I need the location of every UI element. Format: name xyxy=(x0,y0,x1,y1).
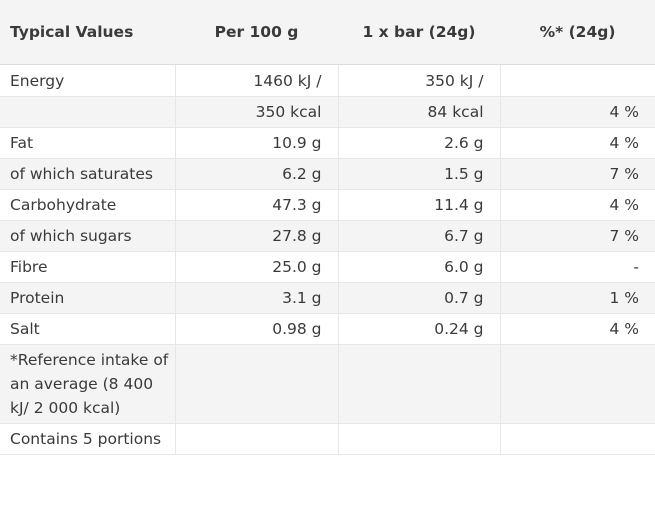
value-per-bar: 0.24 g xyxy=(337,313,500,345)
row-label xyxy=(0,96,175,128)
row-label: Fat xyxy=(0,127,175,159)
value-per-100g: 0.98 g xyxy=(174,313,338,345)
value-per-bar xyxy=(337,423,500,455)
value-percent xyxy=(499,344,655,424)
nutrition-table: Typical Values Per 100 g 1 x bar (24g) %… xyxy=(0,0,655,455)
header-per-100g: Per 100 g xyxy=(175,0,338,65)
row-label: *Reference intake of an average (8 400 k… xyxy=(0,344,175,424)
value-percent: - xyxy=(499,251,655,283)
value-per-100g: 47.3 g xyxy=(174,189,338,221)
header-typical-values: Typical Values xyxy=(0,0,175,65)
value-per-100g: 25.0 g xyxy=(174,251,338,283)
row-label: Fibre xyxy=(0,251,175,283)
table-row-fat: Fat 10.9 g 2.6 g 4 % xyxy=(0,127,655,159)
table-row-portions: Contains 5 portions xyxy=(0,423,655,455)
table-row-carbohydrate: Carbohydrate 47.3 g 11.4 g 4 % xyxy=(0,189,655,221)
row-label: of which sugars xyxy=(0,220,175,252)
value-per-100g: 1460 kJ / xyxy=(174,64,338,97)
value-per-bar: 11.4 g xyxy=(337,189,500,221)
value-per-100g: 6.2 g xyxy=(174,158,338,190)
value-per-100g: 10.9 g xyxy=(174,127,338,159)
row-label: Carbohydrate xyxy=(0,189,175,221)
value-per-bar: 6.0 g xyxy=(337,251,500,283)
value-percent: 4 % xyxy=(499,96,655,128)
value-per-100g: 27.8 g xyxy=(174,220,338,252)
value-percent: 4 % xyxy=(499,127,655,159)
table-row-energy-kcal: 350 kcal 84 kcal 4 % xyxy=(0,96,655,128)
value-percent xyxy=(499,64,655,97)
value-per-100g: 3.1 g xyxy=(174,282,338,314)
value-per-100g xyxy=(174,423,338,455)
row-label: Contains 5 portions xyxy=(0,423,175,455)
value-per-bar xyxy=(337,344,500,424)
row-label: of which saturates xyxy=(0,158,175,190)
header-percent-ri: %* (24g) xyxy=(500,0,655,65)
table-row-salt: Salt 0.98 g 0.24 g 4 % xyxy=(0,313,655,345)
value-percent: 7 % xyxy=(499,220,655,252)
row-label: Energy xyxy=(0,64,175,97)
value-per-bar: 1.5 g xyxy=(337,158,500,190)
table-row-protein: Protein 3.1 g 0.7 g 1 % xyxy=(0,282,655,314)
value-percent: 1 % xyxy=(499,282,655,314)
value-percent: 4 % xyxy=(499,189,655,221)
value-percent: 4 % xyxy=(499,313,655,345)
header-per-bar: 1 x bar (24g) xyxy=(338,0,500,65)
value-per-100g xyxy=(174,344,338,424)
value-per-bar: 6.7 g xyxy=(337,220,500,252)
table-row-sugars: of which sugars 27.8 g 6.7 g 7 % xyxy=(0,220,655,252)
value-per-bar: 84 kcal xyxy=(337,96,500,128)
value-per-bar: 0.7 g xyxy=(337,282,500,314)
value-per-100g: 350 kcal xyxy=(174,96,338,128)
value-percent: 7 % xyxy=(499,158,655,190)
row-label: Protein xyxy=(0,282,175,314)
table-row-fibre: Fibre 25.0 g 6.0 g - xyxy=(0,251,655,283)
header-row: Typical Values Per 100 g 1 x bar (24g) %… xyxy=(0,0,655,65)
table-row-energy-kj: Energy 1460 kJ / 350 kJ / xyxy=(0,64,655,97)
table-row-saturates: of which saturates 6.2 g 1.5 g 7 % xyxy=(0,158,655,190)
value-per-bar: 2.6 g xyxy=(337,127,500,159)
value-percent xyxy=(499,423,655,455)
value-per-bar: 350 kJ / xyxy=(337,64,500,97)
row-label: Salt xyxy=(0,313,175,345)
table-row-reference-intake: *Reference intake of an average (8 400 k… xyxy=(0,344,655,424)
